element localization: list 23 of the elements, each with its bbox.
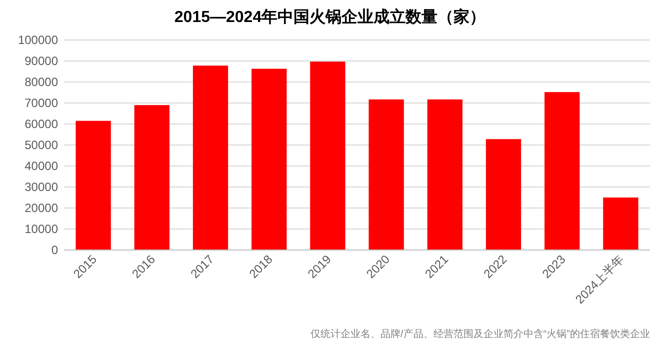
- y-tick-label: 40000: [24, 159, 58, 173]
- bar: [427, 99, 462, 250]
- chart-title: 2015—2024年中国火锅企业成立数量（家）: [174, 7, 486, 26]
- y-tick-label: 20000: [24, 201, 58, 215]
- bar: [486, 139, 522, 250]
- bar: [368, 99, 404, 250]
- y-tick-label: 50000: [24, 138, 58, 152]
- y-tick-label: 70000: [24, 96, 58, 110]
- y-tick-label: 30000: [24, 180, 58, 194]
- text: 仅统计企业名、品牌/产品、经营范围及企业简介中含“火锅”的住宿餐饮类企业: [310, 328, 650, 340]
- y-tick-label: 60000: [24, 117, 58, 131]
- bar: [310, 62, 346, 250]
- bar: [76, 120, 111, 250]
- bar: [134, 105, 170, 250]
- bar: [544, 92, 580, 250]
- y-tick-label: 80000: [24, 75, 58, 89]
- y-tick-label: 90000: [24, 54, 58, 68]
- bar: [192, 66, 228, 250]
- bar: [603, 198, 638, 250]
- y-tick-label: 0: [51, 243, 58, 257]
- y-tick-label: 10000: [24, 222, 58, 236]
- y-tick-label: 100000: [18, 33, 58, 47]
- bar: [252, 68, 287, 250]
